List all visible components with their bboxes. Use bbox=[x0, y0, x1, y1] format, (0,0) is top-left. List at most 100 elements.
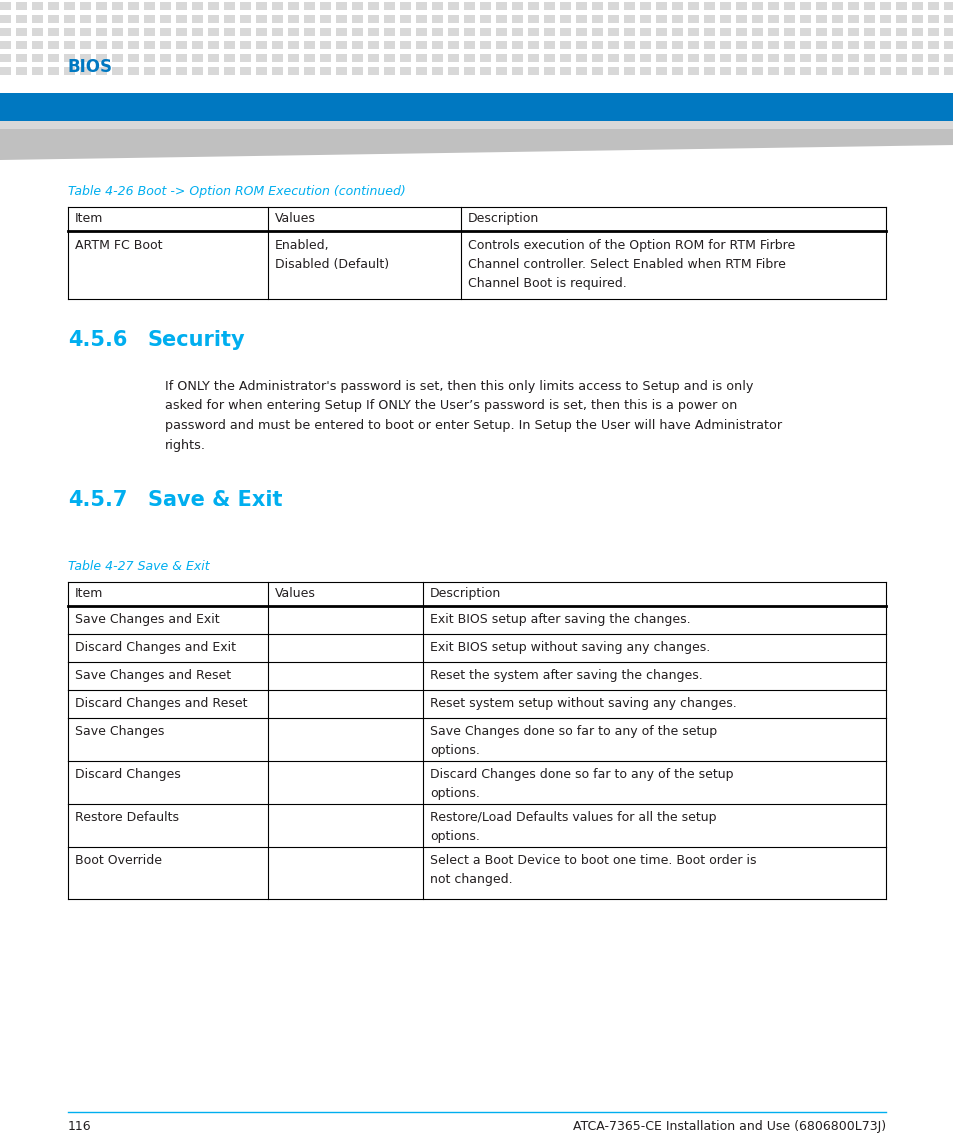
Bar bbox=[751, 68, 762, 76]
Bar bbox=[399, 68, 411, 76]
Bar bbox=[735, 2, 746, 10]
Text: ARTM FC Boot: ARTM FC Boot bbox=[75, 239, 162, 252]
Text: Exit BIOS setup without saving any changes.: Exit BIOS setup without saving any chang… bbox=[430, 641, 709, 654]
Bar bbox=[255, 41, 267, 49]
Bar bbox=[639, 15, 650, 23]
Bar bbox=[352, 2, 363, 10]
Bar bbox=[240, 2, 251, 10]
Bar bbox=[80, 41, 91, 49]
Text: Select a Boot Device to boot one time. Boot order is
not changed.: Select a Boot Device to boot one time. B… bbox=[430, 854, 756, 886]
Bar bbox=[384, 2, 395, 10]
Bar bbox=[671, 27, 682, 35]
Bar bbox=[224, 68, 234, 76]
Bar bbox=[512, 54, 522, 62]
Text: Discard Changes: Discard Changes bbox=[75, 768, 180, 781]
Bar bbox=[416, 68, 427, 76]
Text: Boot Override: Boot Override bbox=[75, 854, 162, 867]
Bar bbox=[144, 15, 154, 23]
Bar bbox=[192, 68, 203, 76]
Bar bbox=[671, 54, 682, 62]
Bar bbox=[623, 2, 635, 10]
Text: Discard Changes and Exit: Discard Changes and Exit bbox=[75, 641, 235, 654]
Bar bbox=[128, 27, 139, 35]
Bar bbox=[479, 68, 491, 76]
Bar bbox=[112, 2, 123, 10]
Bar bbox=[927, 41, 938, 49]
Bar bbox=[399, 15, 411, 23]
Bar bbox=[96, 68, 107, 76]
Bar bbox=[527, 54, 538, 62]
Bar bbox=[96, 41, 107, 49]
Bar bbox=[592, 27, 602, 35]
Bar bbox=[319, 2, 331, 10]
Bar bbox=[335, 15, 347, 23]
Bar bbox=[895, 15, 906, 23]
Bar bbox=[208, 54, 219, 62]
Bar bbox=[879, 2, 890, 10]
Text: Save Changes and Exit: Save Changes and Exit bbox=[75, 613, 219, 626]
Bar bbox=[448, 27, 458, 35]
Bar bbox=[879, 15, 890, 23]
Bar bbox=[288, 2, 298, 10]
Bar bbox=[112, 27, 123, 35]
Bar bbox=[448, 2, 458, 10]
Bar bbox=[639, 41, 650, 49]
Text: 4.5.6: 4.5.6 bbox=[68, 330, 128, 350]
Bar bbox=[80, 15, 91, 23]
Bar bbox=[304, 2, 314, 10]
Bar bbox=[208, 15, 219, 23]
Bar bbox=[847, 2, 858, 10]
Bar bbox=[208, 27, 219, 35]
Bar bbox=[32, 27, 43, 35]
Bar bbox=[512, 15, 522, 23]
Bar bbox=[272, 2, 283, 10]
Bar bbox=[800, 54, 810, 62]
Bar bbox=[512, 68, 522, 76]
Bar bbox=[559, 15, 571, 23]
Bar bbox=[48, 41, 59, 49]
Bar bbox=[847, 54, 858, 62]
Bar bbox=[368, 68, 378, 76]
Bar bbox=[639, 54, 650, 62]
Bar bbox=[160, 15, 171, 23]
Bar bbox=[144, 27, 154, 35]
Bar bbox=[831, 15, 842, 23]
Bar bbox=[783, 54, 794, 62]
Bar bbox=[352, 54, 363, 62]
Polygon shape bbox=[0, 121, 953, 160]
Bar bbox=[352, 15, 363, 23]
Text: Item: Item bbox=[75, 587, 103, 600]
Bar bbox=[0, 68, 11, 76]
Bar bbox=[496, 54, 506, 62]
Bar bbox=[751, 54, 762, 62]
Bar bbox=[255, 2, 267, 10]
Bar bbox=[352, 68, 363, 76]
Bar bbox=[512, 27, 522, 35]
Bar bbox=[112, 54, 123, 62]
Bar bbox=[735, 15, 746, 23]
Bar bbox=[783, 15, 794, 23]
Bar bbox=[368, 2, 378, 10]
Text: Controls execution of the Option ROM for RTM Firbre
Channel controller. Select E: Controls execution of the Option ROM for… bbox=[468, 239, 795, 290]
Bar bbox=[48, 2, 59, 10]
Bar bbox=[16, 68, 27, 76]
Bar bbox=[288, 27, 298, 35]
Bar bbox=[272, 15, 283, 23]
Bar bbox=[783, 68, 794, 76]
Bar bbox=[144, 54, 154, 62]
Bar bbox=[751, 41, 762, 49]
Text: Save Changes and Reset: Save Changes and Reset bbox=[75, 669, 231, 682]
Text: Restore Defaults: Restore Defaults bbox=[75, 811, 179, 824]
Bar bbox=[352, 41, 363, 49]
Bar bbox=[639, 27, 650, 35]
Bar bbox=[335, 68, 347, 76]
Bar bbox=[783, 2, 794, 10]
Bar bbox=[879, 27, 890, 35]
Bar bbox=[496, 68, 506, 76]
Bar bbox=[943, 27, 953, 35]
Bar bbox=[767, 15, 779, 23]
Bar bbox=[656, 2, 666, 10]
Bar bbox=[144, 68, 154, 76]
Bar bbox=[399, 54, 411, 62]
Bar bbox=[0, 15, 11, 23]
